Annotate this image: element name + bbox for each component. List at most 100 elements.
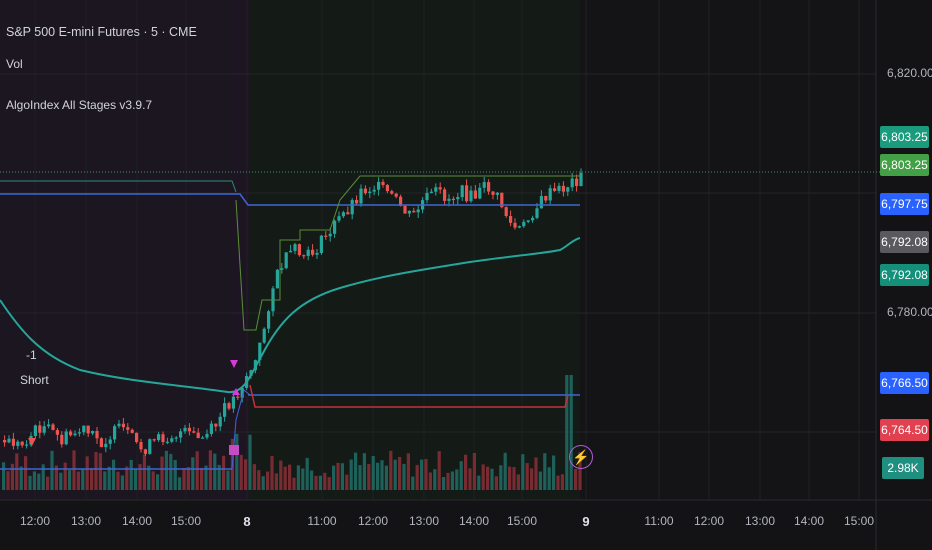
volume-bar bbox=[556, 475, 560, 490]
volume-bar bbox=[538, 471, 542, 490]
price-axis-label: 6,780.00 bbox=[887, 305, 932, 319]
candle-body bbox=[258, 342, 262, 361]
candle-body bbox=[544, 196, 548, 201]
volume-legend[interactable]: Vol bbox=[6, 57, 23, 71]
candle-body bbox=[192, 431, 196, 433]
candle-body bbox=[390, 191, 394, 194]
volume-bar bbox=[336, 462, 340, 490]
candle-body bbox=[99, 438, 103, 448]
volume-bar bbox=[393, 459, 397, 490]
time-axis-label: 11:00 bbox=[644, 514, 674, 528]
candle-body bbox=[113, 426, 117, 440]
price-tag: 6,803.25 bbox=[880, 154, 929, 176]
candle-body bbox=[73, 433, 77, 436]
candle-body bbox=[425, 192, 429, 201]
indicator-legend[interactable]: AlgoIndex All Stages v3.9.7 bbox=[6, 98, 153, 112]
candle-body bbox=[535, 208, 539, 218]
volume-bar bbox=[252, 464, 256, 490]
price-tag: 6,792.08 bbox=[880, 264, 929, 286]
volume-bar bbox=[257, 470, 261, 490]
candle-body bbox=[368, 191, 372, 194]
volume-bar bbox=[37, 473, 41, 490]
volume-bar bbox=[160, 456, 164, 490]
volume-bar bbox=[10, 463, 14, 490]
volume-bar bbox=[19, 466, 23, 490]
candle-body bbox=[553, 188, 557, 191]
candle-body bbox=[297, 244, 301, 256]
volume-bar bbox=[472, 452, 476, 490]
volume-bar bbox=[411, 476, 415, 490]
volume-bar bbox=[402, 463, 406, 490]
volume-bar bbox=[296, 465, 300, 490]
price-axis-label: 6,820.00 bbox=[887, 66, 932, 80]
volume-bar bbox=[415, 464, 419, 490]
candle-body bbox=[179, 431, 183, 438]
candle-body bbox=[579, 172, 583, 187]
time-axis-label: 13:00 bbox=[70, 514, 102, 528]
volume-bar bbox=[494, 476, 498, 490]
stop-loss-line bbox=[249, 384, 569, 408]
volume-bar bbox=[437, 451, 441, 490]
candle-body bbox=[126, 427, 130, 430]
volume-bar bbox=[349, 459, 353, 490]
volume-bar bbox=[32, 471, 36, 490]
volume-bar bbox=[147, 465, 151, 490]
time-axis-label: 12:00 bbox=[693, 514, 725, 528]
candle-body bbox=[495, 192, 499, 195]
volume-bar bbox=[226, 470, 230, 490]
volume-bar bbox=[371, 455, 375, 490]
lightning-bolt-icon[interactable]: ⚡ bbox=[569, 445, 593, 469]
candle-body bbox=[487, 182, 491, 192]
candle-body bbox=[438, 187, 442, 190]
candle-body bbox=[201, 437, 205, 439]
candle-body bbox=[289, 250, 293, 253]
candle-body bbox=[161, 434, 165, 443]
candle-body bbox=[531, 217, 535, 221]
volume-bar bbox=[455, 469, 459, 490]
session-shade-overnight bbox=[0, 0, 232, 500]
candle-body bbox=[82, 425, 86, 433]
volume-bar bbox=[508, 466, 512, 490]
time-axis-label: 15:00 bbox=[506, 514, 538, 528]
volume-bar bbox=[332, 465, 336, 490]
volume-bar bbox=[521, 454, 525, 490]
volume-bar bbox=[424, 459, 428, 490]
volume-bar bbox=[433, 469, 437, 490]
candle-body bbox=[77, 432, 81, 434]
time-axis-label: 14:00 bbox=[121, 514, 153, 528]
volume-bar bbox=[450, 471, 454, 490]
volume-bar bbox=[164, 450, 168, 490]
resistance-level-line bbox=[0, 193, 580, 206]
candle-body bbox=[7, 438, 11, 443]
candle-body bbox=[319, 235, 323, 253]
vwap-line bbox=[0, 237, 581, 394]
candle-body bbox=[205, 433, 209, 438]
volume-bar bbox=[204, 465, 208, 490]
volume-bar bbox=[81, 468, 85, 490]
candle-body bbox=[130, 429, 134, 433]
time-axis-label: 15:00 bbox=[170, 514, 202, 528]
volume-bar bbox=[310, 470, 314, 490]
volume-bar bbox=[156, 474, 160, 490]
candle-body bbox=[333, 220, 337, 234]
time-axis-label: 12:00 bbox=[19, 514, 51, 528]
volume-bar bbox=[578, 452, 582, 490]
volume-bar bbox=[169, 453, 173, 490]
volume-bar bbox=[389, 450, 393, 490]
candle-body bbox=[139, 442, 143, 450]
candle-body bbox=[227, 403, 231, 409]
volume-bar bbox=[116, 471, 120, 490]
candle-body bbox=[403, 205, 407, 214]
candle-body bbox=[509, 215, 513, 223]
symbol-title[interactable]: S&P 500 E-mini Futures · 5 · CME bbox=[6, 25, 197, 39]
candle-body bbox=[504, 207, 508, 216]
candle-body bbox=[240, 387, 244, 398]
volume-bar bbox=[182, 467, 186, 490]
price-tag: 6,792.08 bbox=[880, 231, 929, 253]
price-tag: 6,766.50 bbox=[880, 372, 929, 394]
candle-body bbox=[359, 188, 363, 204]
level-transition-line bbox=[231, 389, 251, 470]
candle-body bbox=[399, 196, 403, 206]
candle-body bbox=[337, 216, 341, 221]
